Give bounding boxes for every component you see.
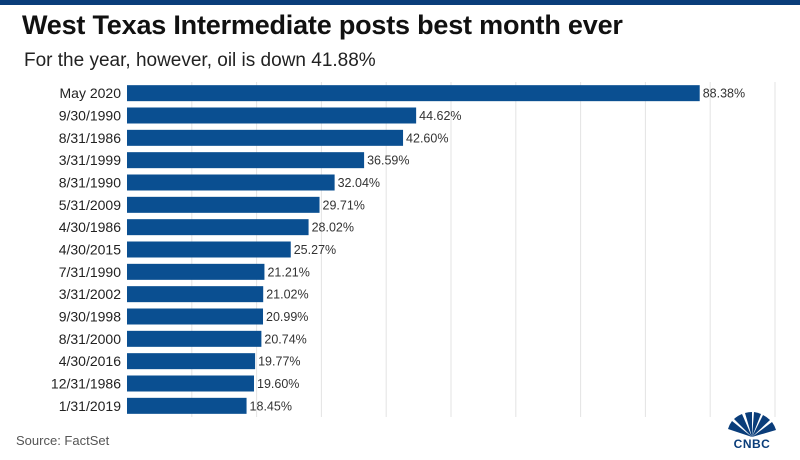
bar xyxy=(127,330,262,347)
cnbc-peacock-logo xyxy=(728,412,776,437)
category-label: 7/31/1990 xyxy=(59,264,121,280)
value-label: 42.60% xyxy=(406,131,448,145)
cnbc-logo-text: CNBC xyxy=(733,437,771,451)
category-label: 3/31/2002 xyxy=(59,286,121,302)
category-label: 5/31/2009 xyxy=(59,197,121,213)
category-label: 9/30/1990 xyxy=(59,108,121,124)
category-label: 8/31/1990 xyxy=(59,175,121,191)
value-label: 20.99% xyxy=(266,310,308,324)
value-label: 36.59% xyxy=(367,154,409,168)
bar xyxy=(127,174,335,191)
source-note: Source: FactSet xyxy=(16,433,110,448)
value-label: 21.02% xyxy=(266,288,308,302)
bar xyxy=(127,85,700,102)
bar xyxy=(127,219,309,236)
category-label: 8/31/2000 xyxy=(59,331,121,347)
value-label: 19.60% xyxy=(257,377,299,391)
category-label: 3/31/1999 xyxy=(59,152,121,168)
category-label: 12/31/1986 xyxy=(51,376,121,392)
bar xyxy=(127,308,264,325)
category-label: 4/30/1986 xyxy=(59,219,121,235)
bar xyxy=(127,375,255,392)
bar xyxy=(127,107,417,124)
value-label: 19.77% xyxy=(258,355,300,369)
bar xyxy=(127,263,265,280)
top-accent-bar xyxy=(0,0,800,5)
chart-title: West Texas Intermediate posts best month… xyxy=(22,10,623,40)
category-label: 9/30/1998 xyxy=(59,309,121,325)
bar xyxy=(127,152,365,169)
bar xyxy=(127,241,291,258)
bar xyxy=(127,286,264,303)
value-label: 21.21% xyxy=(267,265,309,279)
value-label: 20.74% xyxy=(264,332,306,346)
value-label: 29.71% xyxy=(323,198,365,212)
category-label: 8/31/1986 xyxy=(59,130,121,146)
bar xyxy=(127,353,256,370)
chart-subtitle: For the year, however, oil is down 41.88… xyxy=(24,50,376,71)
category-label: May 2020 xyxy=(60,85,122,101)
bar xyxy=(127,397,247,414)
value-label: 88.38% xyxy=(703,87,745,101)
bar xyxy=(127,196,320,213)
value-label: 32.04% xyxy=(338,176,380,190)
value-label: 18.45% xyxy=(250,399,292,413)
category-label: 4/30/2016 xyxy=(59,353,121,369)
value-label: 28.02% xyxy=(312,221,354,235)
value-label: 44.62% xyxy=(419,109,461,123)
value-label: 25.27% xyxy=(294,243,336,257)
category-label: 1/31/2019 xyxy=(59,398,121,414)
bar xyxy=(127,129,404,146)
category-label: 4/30/2015 xyxy=(59,242,121,258)
